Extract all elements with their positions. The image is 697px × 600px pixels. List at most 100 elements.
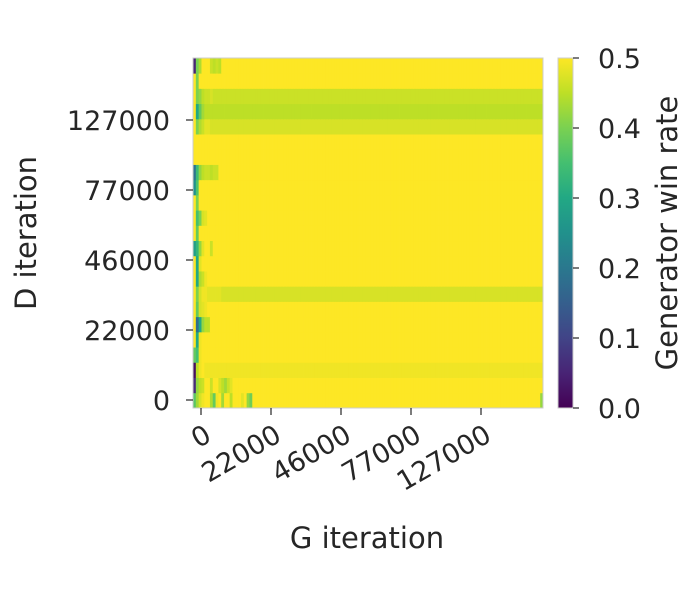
heatmap-cell xyxy=(226,331,231,348)
heatmap-cell xyxy=(376,58,380,74)
heatmap-cell xyxy=(277,210,281,226)
heatmap-cell xyxy=(452,58,456,74)
heatmap-cell xyxy=(215,58,219,74)
heatmap-cell xyxy=(475,210,479,226)
heatmap-cell xyxy=(322,164,327,181)
heatmap-cell xyxy=(311,331,315,348)
heatmap-cell xyxy=(235,286,239,302)
heatmap-cell xyxy=(418,103,423,120)
heatmap-cell xyxy=(452,210,456,226)
heatmap-cell xyxy=(387,118,391,135)
heatmap-cell xyxy=(238,301,242,318)
heatmap-cell xyxy=(215,164,219,181)
heatmap-cell xyxy=(238,286,242,302)
heatmap-cell xyxy=(393,331,397,348)
heatmap-cell xyxy=(297,103,301,120)
heatmap-cell xyxy=(376,164,380,181)
heatmap-cell xyxy=(240,134,245,150)
heatmap-cell xyxy=(240,331,245,348)
heatmap-cell xyxy=(260,194,264,211)
heatmap-cell xyxy=(509,316,513,333)
heatmap-cell xyxy=(283,164,287,181)
heatmap-cell xyxy=(432,286,437,302)
heatmap-cell xyxy=(447,118,451,135)
heatmap-cell xyxy=(221,194,225,211)
heatmap-cell xyxy=(466,88,471,105)
heatmap-cell xyxy=(486,103,490,120)
heatmap-cell xyxy=(308,88,312,105)
heatmap-cell xyxy=(472,316,476,333)
heatmap-cell xyxy=(243,286,248,302)
heatmap-cell xyxy=(328,255,332,272)
heatmap-cell xyxy=(238,194,242,211)
heatmap-cell xyxy=(331,225,335,242)
heatmap-cell xyxy=(486,362,490,378)
heatmap-cell xyxy=(393,88,397,105)
heatmap-cell xyxy=(232,255,236,272)
heatmap-cell xyxy=(328,331,332,348)
heatmap-cell xyxy=(328,88,332,105)
heatmap-cell xyxy=(503,331,507,348)
heatmap-cell xyxy=(257,210,262,226)
heatmap-cell xyxy=(252,377,256,394)
heatmap-cell xyxy=(455,347,459,363)
heatmap-cell xyxy=(255,164,259,181)
heatmap-cell xyxy=(212,377,216,394)
heatmap-cell xyxy=(283,210,287,226)
heatmap-cell xyxy=(472,301,476,318)
heatmap-cell xyxy=(224,377,228,394)
heatmap-cell xyxy=(195,286,200,302)
heatmap-cell xyxy=(280,286,284,302)
heatmap-cell xyxy=(511,164,516,181)
heatmap-cell xyxy=(195,179,200,196)
heatmap-cell xyxy=(198,240,202,257)
heatmap-cell xyxy=(452,164,456,181)
heatmap-cell xyxy=(387,316,391,333)
heatmap-cell xyxy=(517,362,521,378)
heatmap-cell xyxy=(286,271,290,287)
heatmap-cell xyxy=(336,362,341,378)
heatmap-cell xyxy=(297,301,301,318)
heatmap-cell xyxy=(387,134,391,150)
heatmap-cell xyxy=(427,392,431,409)
heatmap-cell xyxy=(353,347,358,363)
heatmap-cell xyxy=(520,194,524,211)
heatmap-cell xyxy=(384,271,389,287)
heatmap-cell xyxy=(288,73,293,89)
heatmap-cell xyxy=(269,164,273,181)
heatmap-cell xyxy=(370,194,375,211)
heatmap-cell xyxy=(463,240,468,257)
heatmap-cell xyxy=(277,392,281,409)
heatmap-cell xyxy=(407,134,411,150)
heatmap-cell xyxy=(418,194,423,211)
heatmap-cell xyxy=(353,362,358,378)
heatmap-cell xyxy=(229,316,233,333)
heatmap-cell xyxy=(396,240,400,257)
heatmap-cell xyxy=(297,255,301,272)
heatmap-cell xyxy=(500,377,504,394)
heatmap-cell xyxy=(195,271,200,287)
heatmap-cell xyxy=(294,134,298,150)
heatmap-cell xyxy=(218,362,222,378)
heatmap-cell xyxy=(447,88,451,105)
heatmap-cell xyxy=(243,149,248,165)
heatmap-cell xyxy=(528,164,533,181)
heatmap-cell xyxy=(489,134,493,150)
heatmap-cell xyxy=(288,118,293,135)
heatmap-cell xyxy=(514,377,518,394)
heatmap-cell xyxy=(526,392,530,409)
heatmap-cell xyxy=(461,301,465,318)
heatmap-cell xyxy=(356,331,360,348)
heatmap-cell xyxy=(246,316,250,333)
heatmap-cell xyxy=(300,255,304,272)
heatmap-cell xyxy=(449,347,454,363)
heatmap-cell xyxy=(387,58,391,74)
heatmap-cell xyxy=(461,362,465,378)
heatmap-cell xyxy=(274,377,279,394)
heatmap-cell xyxy=(486,271,490,287)
heatmap-cell xyxy=(393,73,397,89)
heatmap-cell xyxy=(351,194,355,211)
heatmap-cell xyxy=(305,377,310,394)
heatmap-cell xyxy=(317,103,321,120)
heatmap-cell xyxy=(418,73,423,89)
